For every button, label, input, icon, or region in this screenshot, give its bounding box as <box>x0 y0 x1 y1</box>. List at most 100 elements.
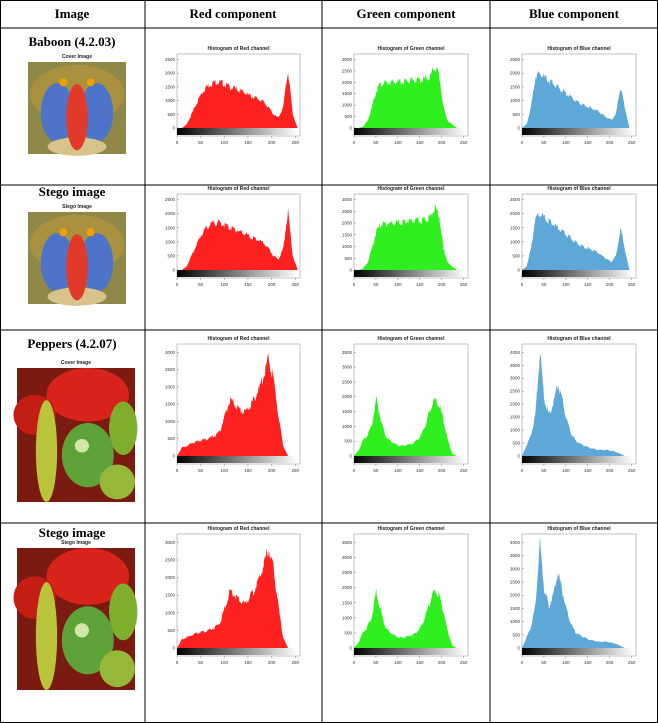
header-cell: Image <box>55 6 90 21</box>
x-tick-label: 150 <box>584 468 592 473</box>
image-title: Cover Image <box>61 360 91 366</box>
y-tick-label: 500 <box>344 630 352 635</box>
x-tick-label: 250 <box>628 468 636 473</box>
page: Image Red component Green component Blue… <box>0 0 658 723</box>
y-tick-label: 2000 <box>342 221 353 226</box>
image-title: Cover Image <box>62 54 92 60</box>
y-tick-label: 2500 <box>342 68 353 73</box>
intensity-bar <box>522 270 634 277</box>
y-tick-label: 1000 <box>510 239 521 244</box>
x-tick-label: 50 <box>198 468 204 473</box>
x-tick-label: 150 <box>416 140 424 145</box>
y-tick-label: 500 <box>512 253 520 258</box>
x-tick-label: 50 <box>373 140 379 145</box>
image: Cover Image <box>13 360 137 502</box>
y-tick-label: 2500 <box>510 580 521 585</box>
x-tick-label: 200 <box>438 282 446 287</box>
y-tick-label: 1000 <box>510 428 521 433</box>
x-tick-label: 50 <box>198 660 204 665</box>
eye <box>87 78 95 86</box>
y-tick-label: 500 <box>167 628 175 633</box>
x-tick-label: 100 <box>562 468 570 473</box>
y-tick-label: 2500 <box>165 367 176 372</box>
image: Cover Image <box>28 54 126 156</box>
x-tick-label: 250 <box>628 140 636 145</box>
y-tick-label: 2500 <box>165 558 176 563</box>
histogram-title: Histogram of Blue channel <box>547 336 611 342</box>
histogram-title: Histogram of Green channel <box>378 186 446 192</box>
x-tick-label: 250 <box>460 140 468 145</box>
x-tick-label: 100 <box>562 282 570 287</box>
x-tick-label: 250 <box>292 660 300 665</box>
histogram-title: Histogram of Blue channel <box>547 46 611 52</box>
y-tick-label: 2000 <box>342 80 353 85</box>
x-tick-label: 50 <box>541 468 547 473</box>
y-tick-label: 3000 <box>510 566 521 571</box>
y-tick-label: 500 <box>512 441 520 446</box>
x-tick-label: 100 <box>221 660 229 665</box>
y-tick-label: 4000 <box>510 350 521 355</box>
intensity-bar <box>354 648 466 655</box>
histogram-title: Histogram of Red channel <box>208 46 271 52</box>
y-tick-label: 1500 <box>510 225 521 230</box>
y-tick-label: 1000 <box>342 615 353 620</box>
eye <box>87 228 95 236</box>
x-tick-label: 50 <box>198 282 204 287</box>
x-tick-label: 100 <box>562 660 570 665</box>
x-tick-label: 100 <box>221 468 229 473</box>
x-tick-label: 100 <box>394 468 402 473</box>
y-tick-label: 1000 <box>165 98 176 103</box>
y-tick-label: 2500 <box>165 57 176 62</box>
pepper <box>109 584 137 641</box>
x-tick-label: 200 <box>606 282 614 287</box>
histogram-title: Histogram of Blue channel <box>547 186 611 192</box>
y-tick-label: 3000 <box>342 555 353 560</box>
x-tick-label: 100 <box>221 140 229 145</box>
header-cell: Green component <box>356 6 456 21</box>
y-tick-label: 1000 <box>342 244 353 249</box>
histogram-title: Histogram of Green channel <box>378 336 446 342</box>
intensity-bar <box>354 456 466 463</box>
y-tick-label: 500 <box>167 436 175 441</box>
y-tick-label: 1500 <box>510 415 521 420</box>
histogram-title: Histogram of Green channel <box>378 526 446 532</box>
y-tick-label: 2500 <box>342 379 353 384</box>
x-tick-label: 200 <box>268 660 276 665</box>
y-tick-label: 1500 <box>165 84 176 89</box>
row-label: Stego image <box>39 525 106 540</box>
x-tick-label: 250 <box>460 468 468 473</box>
intensity-bar <box>177 270 298 277</box>
x-tick-label: 250 <box>628 282 636 287</box>
y-tick-label: 3000 <box>165 540 176 545</box>
y-tick-label: 1000 <box>342 103 353 108</box>
y-tick-label: 2000 <box>165 71 176 76</box>
y-tick-label: 2500 <box>510 57 521 62</box>
x-tick-label: 100 <box>221 282 229 287</box>
x-tick-label: 250 <box>628 660 636 665</box>
y-tick-label: 1500 <box>510 606 521 611</box>
x-tick-label: 50 <box>373 282 379 287</box>
image-title: Stego Image <box>62 204 92 210</box>
y-tick-label: 3000 <box>165 350 176 355</box>
histogram-title: Histogram of Blue channel <box>547 526 611 532</box>
x-tick-label: 150 <box>416 468 424 473</box>
y-tick-label: 1000 <box>510 619 521 624</box>
row-label: Baboon (4.2.03) <box>28 34 115 49</box>
x-tick-label: 200 <box>606 140 614 145</box>
y-tick-label: 500 <box>344 256 352 261</box>
x-tick-label: 150 <box>416 660 424 665</box>
y-tick-label: 3000 <box>342 365 353 370</box>
header-cell: Blue component <box>529 6 620 21</box>
x-tick-label: 200 <box>606 660 614 665</box>
y-tick-label: 1000 <box>165 610 176 615</box>
y-tick-label: 2000 <box>510 211 521 216</box>
y-tick-label: 500 <box>167 253 175 258</box>
y-tick-label: 2000 <box>342 585 353 590</box>
pepper <box>100 464 135 499</box>
histogram-title: Histogram of Red channel <box>208 186 271 192</box>
x-tick-label: 250 <box>292 468 300 473</box>
pepper <box>100 650 135 687</box>
y-tick-label: 2000 <box>510 402 521 407</box>
image: Stego Image <box>13 540 137 690</box>
x-tick-label: 250 <box>460 282 468 287</box>
